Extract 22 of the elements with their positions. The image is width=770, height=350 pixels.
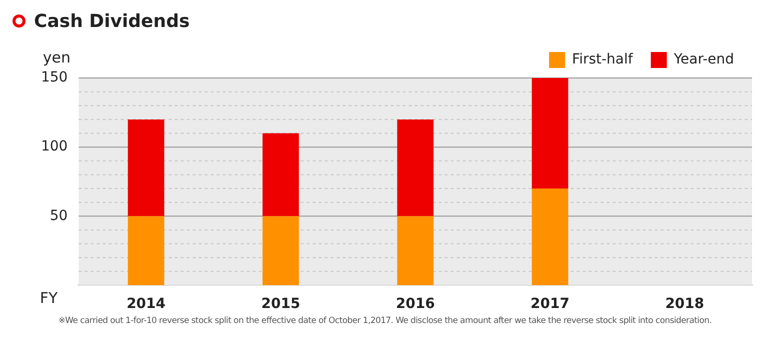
chart-title: Cash Dividends [34, 10, 190, 32]
bar [532, 78, 568, 189]
x-tick-label: 2014 [126, 296, 166, 312]
bar [397, 119, 434, 216]
text: ※We carried out 1-for-10 reverse stock split on the effective date of October 1,2017. We disclose the amount after we take the reverse stock split into consideration. [57, 316, 713, 326]
y-tick-label: 100 [40, 138, 68, 155]
x-axis-title: FY [40, 289, 58, 308]
bar [532, 188, 568, 286]
legend-label: First-half [572, 52, 634, 68]
bar [128, 216, 164, 286]
y-tick-label: 150 [40, 70, 68, 86]
bar [397, 216, 434, 286]
x-tick-label: 2018 [665, 296, 704, 312]
y-tick-label: 50 [50, 208, 68, 224]
bar [128, 119, 164, 216]
bar [262, 216, 299, 286]
bar [262, 133, 299, 216]
x-tick-label: 2017 [530, 296, 570, 312]
x-tick-label: 2016 [396, 296, 435, 312]
legend-label: Year-end [672, 52, 734, 68]
x-tick-label: 2015 [261, 296, 300, 312]
y-axis-title: yen [42, 48, 71, 66]
